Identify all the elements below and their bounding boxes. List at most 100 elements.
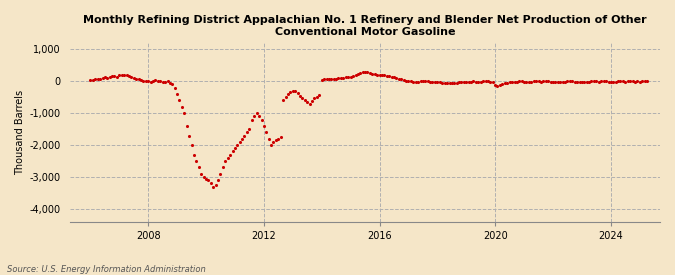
Point xyxy=(461,80,472,84)
Point xyxy=(304,101,315,106)
Point xyxy=(401,78,412,83)
Point xyxy=(412,79,423,84)
Point xyxy=(177,104,188,109)
Point xyxy=(302,100,313,104)
Point xyxy=(526,79,537,84)
Point xyxy=(634,79,645,84)
Point xyxy=(184,133,194,138)
Point xyxy=(625,79,636,83)
Point xyxy=(560,79,570,84)
Point xyxy=(355,71,366,75)
Point xyxy=(357,70,368,75)
Point xyxy=(630,79,641,84)
Point xyxy=(550,80,561,84)
Point xyxy=(627,79,638,84)
Point xyxy=(119,72,130,77)
Point xyxy=(473,79,484,84)
Point xyxy=(99,75,110,80)
Point xyxy=(109,74,119,79)
Point xyxy=(288,89,298,94)
Point xyxy=(470,79,481,84)
Point xyxy=(516,79,527,83)
Point xyxy=(191,159,202,163)
Point xyxy=(323,76,334,81)
Point xyxy=(215,172,226,176)
Point xyxy=(586,79,597,84)
Point xyxy=(374,73,385,77)
Point xyxy=(294,94,305,98)
Point xyxy=(290,88,300,93)
Point xyxy=(321,77,332,81)
Point xyxy=(381,74,392,78)
Point xyxy=(220,159,231,163)
Point xyxy=(543,79,554,84)
Point xyxy=(420,79,431,83)
Point xyxy=(581,79,592,84)
Point xyxy=(213,178,223,182)
Point xyxy=(268,140,279,144)
Point xyxy=(242,130,252,134)
Point xyxy=(266,143,277,147)
Point xyxy=(418,79,429,83)
Point xyxy=(492,84,503,88)
Point xyxy=(458,80,469,84)
Point xyxy=(206,181,217,186)
Point xyxy=(128,76,139,80)
Point xyxy=(483,79,493,84)
Point xyxy=(521,80,532,84)
Point xyxy=(167,82,178,87)
Point xyxy=(427,79,438,84)
Point xyxy=(292,91,303,96)
Point xyxy=(576,79,587,84)
Point xyxy=(131,76,142,81)
Point xyxy=(179,111,190,116)
Point xyxy=(198,175,209,179)
Point xyxy=(111,75,122,79)
Point xyxy=(186,143,197,147)
Point xyxy=(603,79,614,84)
Point xyxy=(348,74,358,78)
Point xyxy=(194,165,205,170)
Point xyxy=(394,76,404,81)
Point xyxy=(569,79,580,84)
Point xyxy=(608,79,618,84)
Point xyxy=(444,81,455,85)
Point xyxy=(217,165,228,170)
Point xyxy=(605,79,616,84)
Point xyxy=(145,80,156,84)
Point xyxy=(439,81,450,85)
Point xyxy=(545,79,556,84)
Point xyxy=(478,79,489,84)
Point xyxy=(275,135,286,139)
Point xyxy=(598,79,609,83)
Point xyxy=(391,76,402,80)
Point xyxy=(225,152,236,157)
Point xyxy=(601,79,612,84)
Point xyxy=(345,75,356,79)
Point xyxy=(317,78,327,82)
Title: Monthly Refining District Appalachian No. 1 Refinery and Blender Net Production : Monthly Refining District Appalachian No… xyxy=(83,15,647,37)
Point xyxy=(403,79,414,83)
Point xyxy=(309,96,320,101)
Point xyxy=(95,77,105,81)
Point xyxy=(408,79,418,84)
Point xyxy=(251,111,262,116)
Point xyxy=(485,79,495,84)
Text: Source: U.S. Energy Information Administration: Source: U.S. Energy Information Administ… xyxy=(7,265,205,274)
Point xyxy=(618,79,628,84)
Point xyxy=(379,73,390,78)
Point xyxy=(441,81,452,85)
Point xyxy=(326,77,337,81)
Point xyxy=(297,96,308,100)
Point xyxy=(589,79,599,83)
Point xyxy=(529,79,539,84)
Point xyxy=(311,94,322,99)
Point xyxy=(333,76,344,81)
Point xyxy=(564,79,575,83)
Point xyxy=(300,98,310,102)
Point xyxy=(244,127,254,131)
Point xyxy=(562,79,573,84)
Point xyxy=(196,172,207,176)
Point xyxy=(157,79,168,84)
Point xyxy=(246,117,257,122)
